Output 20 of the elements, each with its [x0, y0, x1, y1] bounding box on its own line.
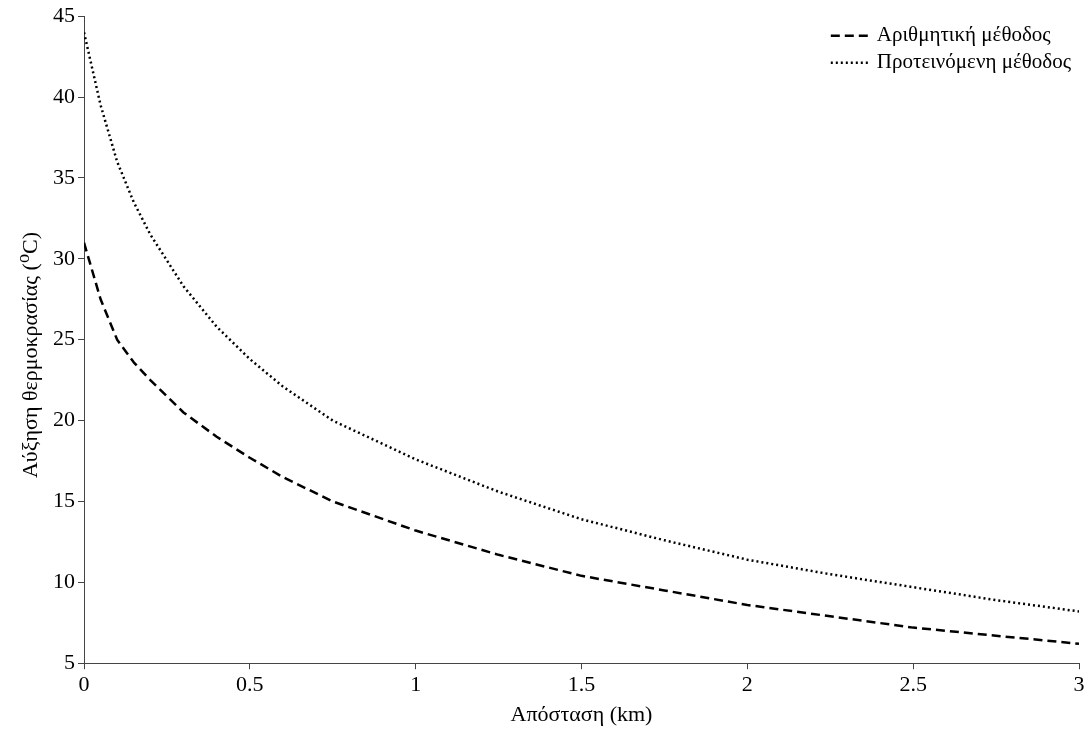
y-tick-label: 35 [53, 163, 75, 189]
line-series [84, 241, 1079, 646]
y-tick-label: 45 [53, 1, 75, 27]
x-tick-label: 1 [410, 671, 422, 697]
y-tick-label: 5 [64, 648, 75, 674]
legend-label: Προτεινόμενη μέθοδος [876, 49, 1072, 74]
x-tick-label: 0 [78, 671, 90, 697]
x-tick-label: 0.5 [236, 671, 264, 697]
x-tick-label: 3 [1073, 671, 1085, 697]
x-tick-label: 2.5 [899, 671, 927, 697]
x-tick-label: 1.5 [567, 671, 596, 697]
y-tick-label: 20 [53, 406, 75, 432]
x-axis-title: Απόσταση (km) [510, 700, 653, 726]
y-tick-label: 10 [53, 568, 75, 594]
legend-label: Αριθμητική μέθοδος [876, 22, 1052, 47]
y-tick-label: 40 [53, 82, 75, 108]
y-tick-label: 25 [53, 325, 75, 351]
y-tick-label: 15 [53, 487, 75, 513]
y-tick-label: 30 [53, 244, 75, 270]
x-tick-label: 2 [741, 671, 753, 697]
